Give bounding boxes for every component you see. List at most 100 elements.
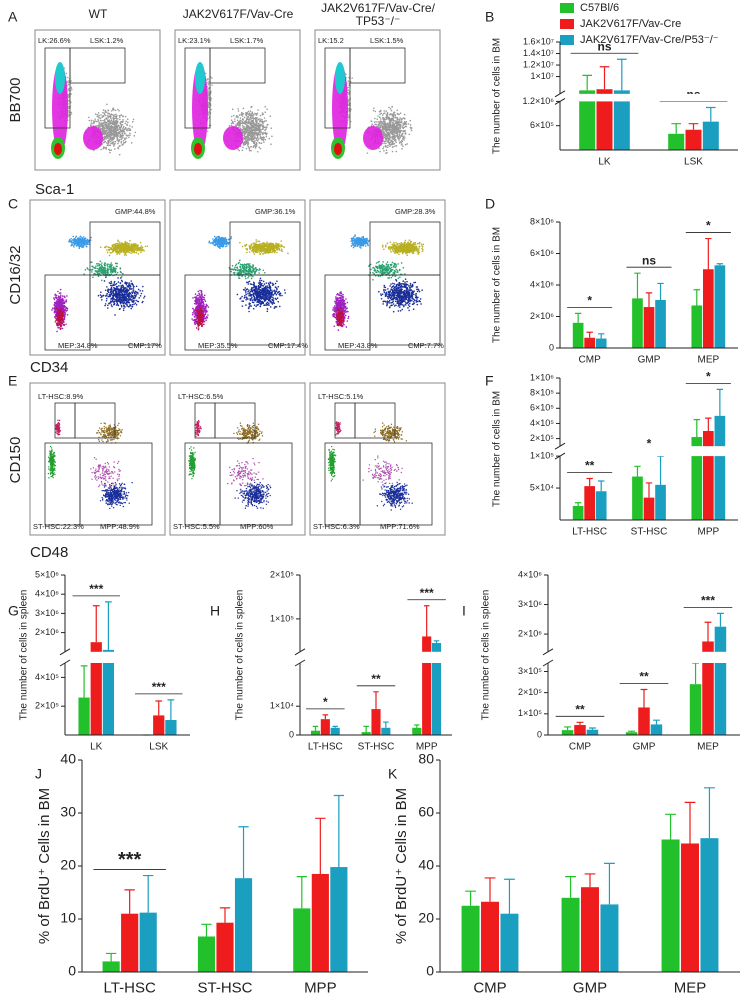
event-dot [113, 287, 116, 290]
event-dot [380, 112, 383, 115]
event-dot [118, 153, 121, 156]
event-dot [387, 144, 389, 147]
event-dot [118, 308, 121, 310]
event-dot [393, 145, 395, 148]
event-dot [56, 299, 58, 302]
event-dot [125, 127, 127, 129]
event-dot [119, 289, 122, 292]
event-dot [112, 268, 115, 271]
event-dot [60, 309, 62, 312]
event-dot [250, 119, 253, 121]
event-dot [253, 124, 256, 127]
event-dot [391, 114, 394, 116]
event-dot [252, 142, 255, 145]
event-dot [122, 139, 125, 142]
event-dot [121, 143, 124, 146]
event-dot [51, 309, 53, 311]
event-dot [232, 114, 235, 117]
event-dot [129, 128, 131, 130]
event-dot [257, 118, 260, 121]
event-dot [120, 296, 122, 299]
event-dot [382, 132, 385, 135]
event-dot [59, 302, 61, 304]
event-dot [380, 123, 383, 125]
event-dot [122, 299, 124, 302]
event-dot [98, 126, 101, 128]
event-dot [141, 290, 144, 292]
event-dot [97, 263, 99, 265]
event-dot [391, 131, 393, 133]
event-dot [373, 107, 375, 110]
event-dot [94, 120, 97, 122]
event-dot [109, 116, 112, 119]
population [363, 126, 383, 150]
event-dot [266, 108, 268, 111]
event-dot [124, 241, 127, 243]
event-dot [410, 129, 413, 132]
event-dot [112, 107, 114, 110]
event-dot [236, 122, 238, 125]
event-dot [121, 132, 124, 135]
event-dot [70, 111, 73, 114]
event-dot [252, 133, 255, 135]
event-dot [109, 300, 112, 303]
legend-swatch [560, 3, 574, 13]
event-dot [107, 139, 109, 142]
event-dot [106, 103, 108, 106]
event-dot [139, 246, 141, 249]
event-dot [378, 110, 381, 113]
population [195, 62, 205, 94]
event-dot [61, 295, 64, 297]
event-dot [237, 110, 240, 112]
event-dot [207, 101, 210, 104]
event-dot [404, 137, 406, 139]
event-dot [117, 120, 119, 123]
event-dot [402, 124, 404, 126]
event-dot [128, 129, 130, 132]
event-dot [117, 293, 120, 295]
event-dot [382, 136, 385, 138]
event-dot [265, 135, 268, 138]
event-dot [249, 130, 252, 133]
event-dot [112, 138, 114, 141]
event-dot [109, 263, 112, 266]
event-dot [58, 310, 61, 312]
event-dot [100, 122, 102, 124]
event-dot [124, 306, 126, 308]
event-dot [393, 132, 396, 134]
event-dot [114, 148, 116, 150]
event-dot [111, 121, 114, 123]
event-dot [109, 136, 112, 139]
event-dot [387, 141, 390, 144]
event-dot [125, 140, 127, 143]
event-dot [110, 304, 113, 306]
event-dot [118, 249, 121, 252]
event-dot [384, 133, 387, 135]
event-dot [104, 272, 106, 275]
event-dot [122, 118, 124, 121]
event-dot [103, 141, 105, 144]
event-dot [102, 146, 105, 148]
event-dot [112, 114, 115, 116]
event-dot [111, 137, 113, 139]
population [335, 62, 345, 94]
event-dot [265, 133, 268, 136]
event-dot [108, 149, 111, 152]
event-dot [381, 129, 384, 131]
event-dot [86, 268, 89, 270]
event-dot [103, 139, 105, 141]
event-dot [347, 86, 350, 89]
event-dot [111, 249, 114, 251]
event-dot [131, 288, 133, 290]
event-dot [113, 300, 116, 302]
event-dot [135, 285, 138, 288]
event-dot [117, 140, 120, 143]
event-dot [251, 111, 254, 114]
event-dot [393, 123, 395, 126]
event-dot [137, 288, 140, 291]
event-dot [117, 108, 119, 111]
event-dot [120, 123, 122, 126]
event-dot [114, 271, 117, 274]
event-dot [143, 297, 145, 299]
event-dot [128, 249, 130, 252]
